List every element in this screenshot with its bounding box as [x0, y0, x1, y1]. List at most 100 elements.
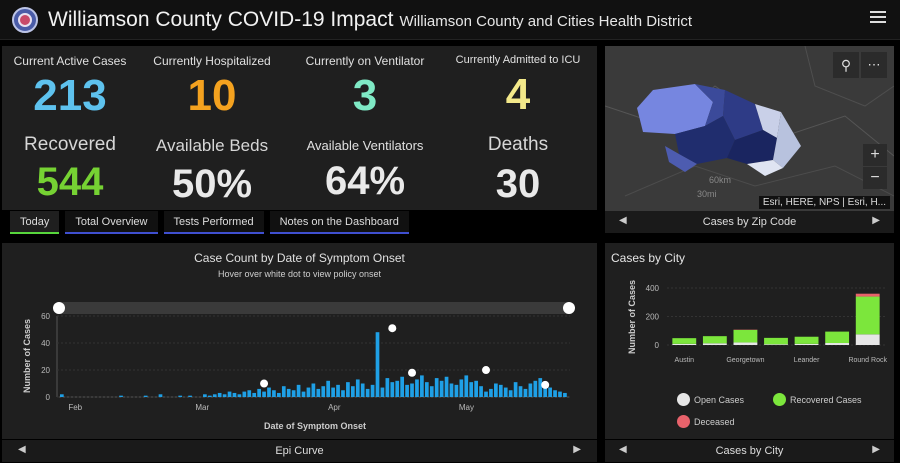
case-bar	[60, 394, 64, 397]
case-bar	[420, 375, 424, 397]
zip-region[interactable]	[727, 130, 777, 164]
map-footer-label: Cases by Zip Code	[702, 216, 797, 228]
epi-chart-title: Case Count by Date of Symptom Onset	[194, 251, 405, 265]
case-bar	[341, 390, 345, 397]
case-bar	[143, 395, 148, 397]
y-tick-label: 200	[646, 313, 660, 322]
zip-region[interactable]	[675, 116, 735, 164]
y-tick-label: 60	[41, 312, 50, 321]
stat-label: Currently Admitted to ICU	[455, 54, 581, 66]
zip-region[interactable]	[637, 84, 713, 134]
x-tick-label: May	[459, 403, 474, 412]
next-arrow-icon[interactable]: ▶	[872, 215, 880, 226]
epi-chart[interactable]: Number of Cases Date of Symptom Onset 0 2…	[2, 243, 597, 439]
city-bar-segment	[733, 342, 758, 345]
case-bar	[405, 384, 409, 397]
legend-label: Open Cases	[694, 394, 745, 405]
case-bar	[350, 386, 355, 397]
x-tick-label: Leander	[794, 357, 820, 364]
range-handle-right[interactable]	[563, 302, 575, 314]
case-bar	[494, 383, 498, 397]
case-bar	[242, 391, 247, 397]
tab-tests-performed[interactable]: Tests Performed	[163, 211, 264, 234]
stat-value: 4	[505, 70, 531, 119]
policy-dot[interactable]	[541, 380, 550, 389]
county-seal-logo	[12, 6, 38, 33]
map-canvas[interactable]	[605, 46, 894, 211]
case-bar	[434, 378, 439, 397]
legend-recovered-cases[interactable]: Recovered Cases	[773, 393, 862, 406]
policy-dot[interactable]	[260, 379, 269, 388]
case-bar	[548, 387, 552, 397]
case-bar	[336, 384, 340, 397]
city-bar-segment	[672, 338, 697, 344]
policy-dot[interactable]	[408, 368, 417, 377]
tab-today[interactable]: Today	[10, 211, 60, 234]
city-bar-segment	[855, 296, 880, 335]
case-bar	[212, 394, 217, 397]
case-bar	[498, 384, 503, 397]
stat-hospitalized: Currently Hospitalized 10	[147, 54, 277, 118]
zip-region[interactable]	[755, 104, 781, 138]
y-tick-label: 0	[655, 341, 660, 350]
case-bar	[538, 378, 543, 397]
next-arrow-icon[interactable]: ▶	[573, 444, 581, 455]
policy-dot[interactable]	[482, 366, 491, 375]
city-footer: ◀ Cases by City ▶	[605, 440, 894, 462]
y-axis-label: Number of Cases	[22, 319, 32, 393]
stat-available-beds: Available Beds 50%	[147, 136, 277, 204]
case-bar	[543, 384, 548, 397]
hamburger-menu-icon[interactable]	[870, 9, 886, 25]
policy-dot[interactable]	[388, 324, 397, 333]
stat-label: Deaths	[487, 134, 549, 155]
stat-value: 3	[352, 71, 378, 120]
map-scale-mi: 30mi	[697, 189, 717, 199]
tab-notes[interactable]: Notes on the Dashboard	[269, 211, 409, 234]
city-chart-title: Cases by City	[611, 251, 686, 265]
more-options-icon[interactable]: ⋯	[861, 52, 887, 78]
zip-code-map[interactable]: ⚲ ⋯ + − 60km 30mi Esri, HERE, NPS | Esri…	[605, 46, 894, 211]
legend-swatch	[773, 393, 786, 406]
stat-icu: Currently Admitted to ICU 4	[452, 54, 584, 117]
date-range-slider-track[interactable]	[57, 302, 570, 314]
zoom-out-icon[interactable]: −	[863, 167, 887, 189]
search-icon[interactable]: ⚲	[833, 52, 859, 78]
case-bar	[479, 386, 483, 397]
zip-region[interactable]	[695, 84, 725, 126]
zip-region[interactable]	[747, 160, 783, 176]
city-bar-segment	[702, 336, 727, 344]
x-tick-label: Round Rock	[848, 357, 887, 364]
city-bar-segment	[702, 343, 727, 345]
case-bar	[346, 382, 350, 397]
range-handle-left[interactable]	[53, 302, 65, 314]
stat-label: Available Ventilators	[306, 138, 424, 153]
prev-arrow-icon[interactable]: ◀	[619, 215, 627, 226]
case-bar	[188, 395, 192, 397]
city-footer-label: Cases by City	[715, 445, 784, 457]
case-bar	[444, 376, 449, 397]
zoom-in-icon[interactable]: +	[863, 144, 887, 166]
zip-region[interactable]	[665, 146, 697, 172]
x-tick-label: Mar	[195, 403, 209, 412]
zip-region[interactable]	[773, 112, 801, 168]
city-chart[interactable]: Number of Cases 0 200 400 Austin Georgetown L…	[605, 243, 894, 439]
legend-open-cases[interactable]: Open Cases	[677, 393, 744, 406]
next-arrow-icon[interactable]: ▶	[872, 444, 880, 455]
case-bar	[203, 394, 207, 397]
city-bar-segment	[855, 293, 880, 297]
city-bar-segment	[825, 343, 850, 345]
prev-arrow-icon[interactable]: ◀	[18, 444, 26, 455]
legend-swatch	[677, 415, 690, 428]
prev-arrow-icon[interactable]: ◀	[619, 444, 627, 455]
tab-total-overview[interactable]: Total Overview	[65, 211, 158, 234]
case-bar	[217, 392, 222, 397]
case-bar	[321, 386, 326, 397]
case-bar	[439, 380, 444, 397]
x-tick-label: Apr	[328, 403, 341, 412]
stat-value: 544	[36, 160, 104, 204]
legend-deceased[interactable]: Deceased	[677, 415, 735, 428]
case-bar	[301, 391, 306, 397]
city-bar-segment	[764, 344, 788, 345]
zip-region[interactable]	[723, 90, 763, 140]
case-bar	[474, 380, 478, 397]
